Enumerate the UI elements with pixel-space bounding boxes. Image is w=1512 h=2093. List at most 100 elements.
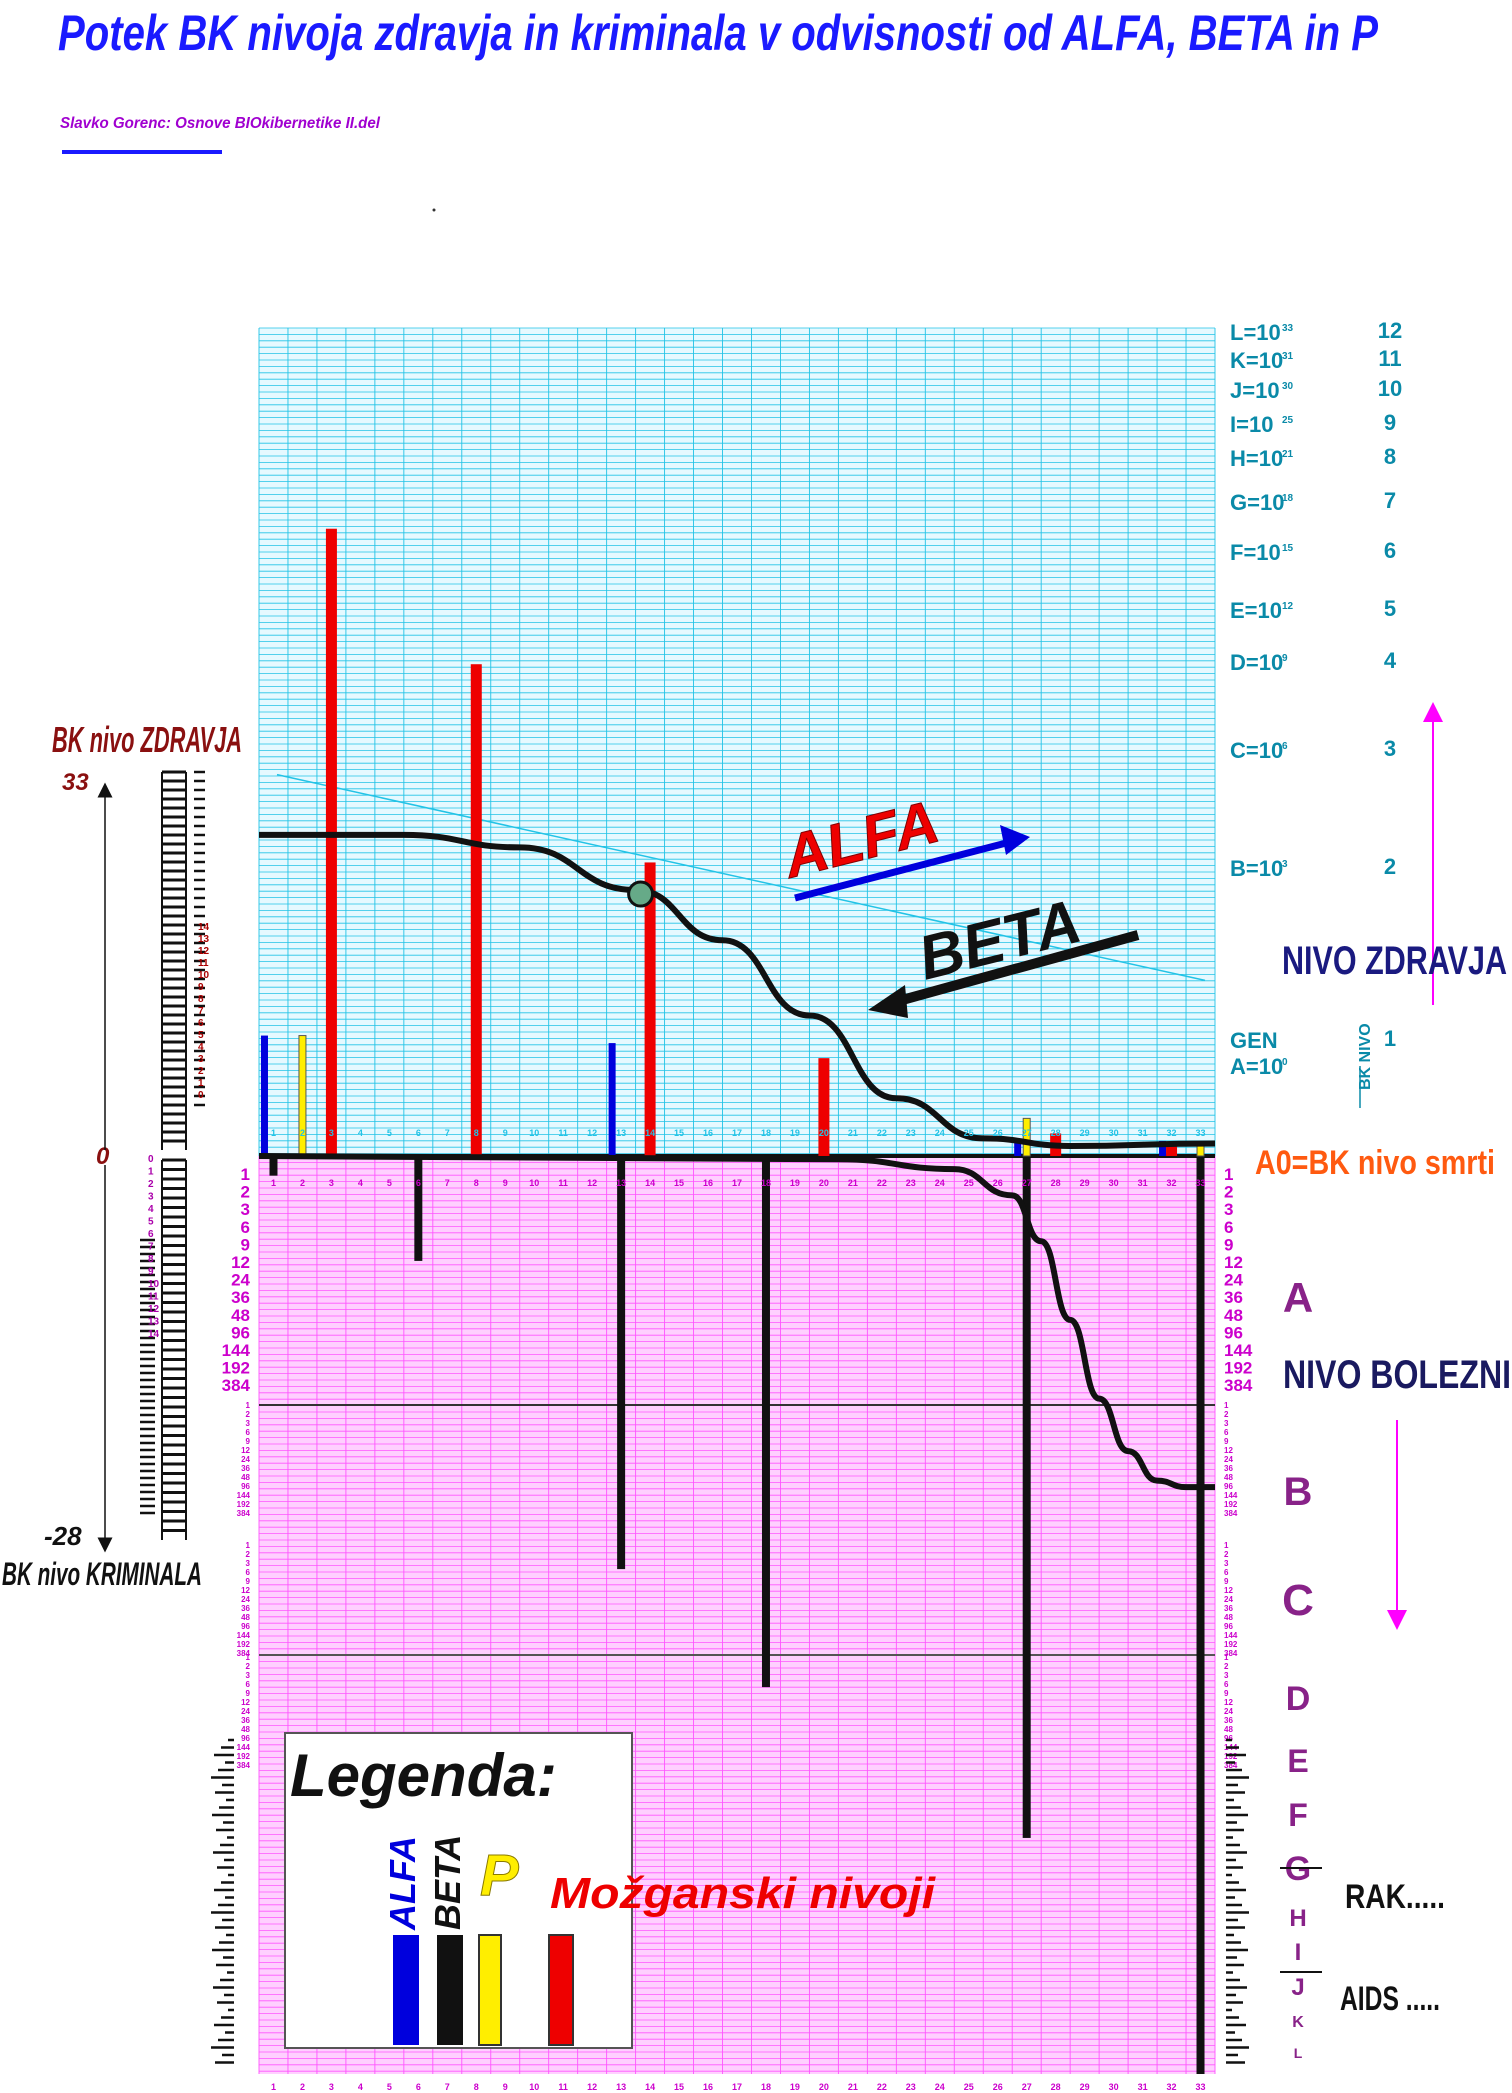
disease-scale-left-3: 6 — [241, 1218, 250, 1237]
disease-letter-E: E — [1287, 1743, 1308, 1779]
x-tick-top-17: 17 — [732, 1128, 742, 1138]
disease-letter-I: I — [1295, 1939, 1302, 1966]
disease-scale-right-0: 1 — [1224, 1165, 1233, 1184]
health-scale-exp-0: 33 — [1282, 323, 1294, 334]
x-tick-top-31: 31 — [1138, 1128, 1148, 1138]
x-tick-bottom-28: 28 — [1051, 2082, 1061, 2092]
x-tick-mid-2: 2 — [300, 1178, 305, 1188]
health-scale-num-1: 11 — [1378, 346, 1401, 371]
x-tick-mid-28: 28 — [1051, 1178, 1061, 1188]
x-tick-bottom-19: 19 — [790, 2082, 800, 2092]
disease-scale-left-4: 9 — [241, 1235, 250, 1254]
x-tick-bottom-25: 25 — [964, 2082, 974, 2092]
bar-p-2 — [1022, 1117, 1031, 1157]
mini-scale-right-2-9: 96 — [1224, 1734, 1233, 1743]
disease-letter-F: F — [1288, 1797, 1308, 1833]
x-tick-mid-19: 19 — [790, 1178, 800, 1188]
left-ladder-num-top-1: 13 — [198, 934, 210, 945]
x-tick-mid-32: 32 — [1167, 1178, 1177, 1188]
legend-alfa-swatch — [393, 1935, 419, 2045]
x-tick-mid-22: 22 — [877, 1178, 887, 1188]
disease-letter-K: K — [1292, 2014, 1304, 2031]
x-tick-top-4: 4 — [358, 1128, 363, 1138]
x-tick-bottom-18: 18 — [761, 2082, 771, 2092]
disease-scale-left-6: 24 — [231, 1271, 250, 1290]
bars-layer — [260, 528, 1205, 2074]
health-scale-num-2: 10 — [1378, 376, 1402, 401]
left-ladder-num-bottom-6: 6 — [148, 1229, 154, 1240]
x-tick-bottom-4: 4 — [358, 2082, 363, 2092]
bar-moganskinivoji-3 — [818, 1058, 830, 1156]
disease-letter-H: H — [1289, 1905, 1306, 1932]
legend-beta-swatch — [437, 1935, 463, 2045]
disease-letter-B: B — [1284, 1470, 1313, 1514]
mini-scale-right-2-8: 48 — [1224, 1725, 1233, 1734]
left-ladder-num-bottom-7: 7 — [148, 1242, 154, 1253]
mini-scale-right-0-4: 9 — [1224, 1437, 1229, 1446]
disease-scale-right-3: 6 — [1224, 1218, 1233, 1237]
health-scale-label-2: J=10 — [1230, 378, 1280, 403]
x-tick-mid-31: 31 — [1138, 1178, 1148, 1188]
bar-moganskinivoji-5 — [1166, 1145, 1178, 1156]
mini-scale-right-1-10: 144 — [1224, 1631, 1238, 1640]
disease-scale-left-12: 384 — [222, 1376, 251, 1395]
x-tick-bottom-31: 31 — [1138, 2082, 1148, 2092]
bar-beta-0 — [269, 1156, 278, 1176]
left-ladder-num-top-2: 12 — [198, 946, 210, 957]
curves-layer — [258, 831, 1216, 1491]
x-tick-top-6: 6 — [416, 1128, 421, 1138]
x-tick-top-19: 19 — [790, 1128, 800, 1138]
rak-label: RAK..... — [1345, 1878, 1445, 1916]
health-scale-num-7: 5 — [1384, 596, 1396, 621]
disease-scale-right-6: 24 — [1224, 1271, 1243, 1290]
disease-scale-right-5: 12 — [1224, 1253, 1243, 1272]
x-tick-top-22: 22 — [877, 1128, 887, 1138]
x-tick-mid-10: 10 — [529, 1178, 539, 1188]
left-ladder-num-top-10: 4 — [198, 1042, 204, 1053]
x-tick-bottom-22: 22 — [877, 2082, 887, 2092]
bk-nivo-zdravja-label: BK nivo ZDRAVJA — [52, 719, 242, 760]
x-tick-top-32: 32 — [1167, 1128, 1177, 1138]
x-tick-mid-27: 27 — [1022, 1178, 1032, 1188]
mini-scale-right-1-1: 2 — [1224, 1550, 1229, 1559]
x-tick-top-2: 2 — [300, 1128, 305, 1138]
mini-scale-left-2-6: 24 — [241, 1707, 250, 1716]
x-tick-bottom-12: 12 — [587, 2082, 597, 2092]
left-ladder-num-bottom-11: 11 — [148, 1292, 159, 1303]
disease-letter-L: L — [1294, 2045, 1303, 2061]
bar-moganskinivoji-2 — [644, 862, 656, 1156]
x-tick-mid-25: 25 — [964, 1178, 974, 1188]
left-ladder-num-top-4: 10 — [198, 970, 210, 981]
bar-alfa-2 — [1014, 1140, 1022, 1156]
x-tick-bottom-32: 32 — [1167, 2082, 1177, 2092]
health-scale-exp-1: 31 — [1282, 351, 1294, 362]
x-tick-top-18: 18 — [761, 1128, 771, 1138]
health-scale-label-12: A=10 — [1230, 1054, 1283, 1079]
left-ladder-num-bottom-13: 13 — [148, 1317, 160, 1328]
mini-scale-right-1-3: 6 — [1224, 1568, 1229, 1577]
health-scale-exp-6: 15 — [1282, 543, 1294, 554]
left-ladder-num-top-9: 5 — [198, 1030, 204, 1041]
x-tick-mid-6: 6 — [416, 1178, 421, 1188]
mini-scale-left-1-8: 48 — [241, 1613, 250, 1622]
health-scale-num-10: 2 — [1384, 854, 1396, 879]
mini-scale-left-2-5: 12 — [241, 1698, 250, 1707]
trend-line — [276, 773, 1206, 982]
disease-scale-left-8: 48 — [231, 1306, 250, 1325]
stray-dot — [432, 208, 436, 212]
health-scale-exp-10: 3 — [1282, 859, 1288, 870]
x-tick-bottom-23: 23 — [906, 2082, 916, 2092]
x-tick-bottom-14: 14 — [645, 2082, 655, 2092]
x-tick-bottom-24: 24 — [935, 2082, 945, 2092]
x-tick-mid-18: 18 — [761, 1178, 771, 1188]
trend-line-path — [276, 773, 1206, 982]
x-tick-mid-20: 20 — [819, 1178, 829, 1188]
mini-scale-left-2-3: 6 — [246, 1680, 251, 1689]
chart-title: Potek BK nivoja zdravja in kriminala v o… — [58, 5, 1379, 61]
health-scale-exp-7: 12 — [1282, 601, 1294, 612]
left-ladder-num-bottom-9: 9 — [148, 1267, 154, 1278]
disease-scale-left-9: 96 — [231, 1323, 250, 1342]
bar-alfa-1 — [608, 1043, 616, 1156]
mini-scale-right-0-10: 144 — [1224, 1491, 1238, 1500]
